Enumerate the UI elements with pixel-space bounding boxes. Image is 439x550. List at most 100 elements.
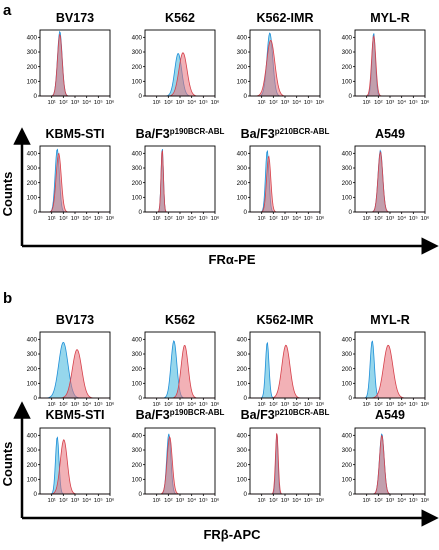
x-tick-label: 10⁶ xyxy=(211,99,220,106)
x-tick-label: 10³ xyxy=(176,402,184,408)
y-tick-label: 100 xyxy=(132,79,143,86)
y-tick-label: 200 xyxy=(237,462,248,469)
plot-title: A549 xyxy=(375,408,405,422)
y-tick-label: 100 xyxy=(27,381,38,388)
x-tick-label: 10¹ xyxy=(257,216,265,222)
x-tick-label: 10¹ xyxy=(257,402,265,408)
histogram-stain xyxy=(145,344,215,399)
x-tick-label: 10¹ xyxy=(362,402,370,408)
x-tick-label: 10⁵ xyxy=(94,215,103,222)
y-tick-label: 300 xyxy=(132,165,143,172)
histogram-control xyxy=(40,436,110,495)
histogram-stain xyxy=(40,152,110,213)
x-tick-label: 10¹ xyxy=(47,498,55,504)
x-tick-label: 10¹ xyxy=(152,216,160,222)
plot-title-sup: p210BCR-ABL xyxy=(275,127,330,136)
x-tick-label: 10³ xyxy=(386,402,394,408)
y-tick-label: 300 xyxy=(342,447,353,454)
histogram-plot: BV173 0 100 200 300 400 10¹ 10² 10³ 10⁴ 10⁵ 10⁶ xyxy=(27,11,115,106)
x-tick-label: 10³ xyxy=(176,100,184,106)
y-tick-label: 200 xyxy=(27,462,38,469)
y-tick-label: 400 xyxy=(132,433,143,440)
y-tick-label: 300 xyxy=(237,351,248,358)
histogram-control xyxy=(250,149,320,213)
y-tick-label: 400 xyxy=(27,151,38,158)
x-tick-label: 10² xyxy=(164,498,172,504)
y-tick-label: 200 xyxy=(27,180,38,187)
plot-title-sup: p190BCR-ABL xyxy=(170,408,225,417)
histogram-stain xyxy=(250,433,320,495)
histogram-control xyxy=(145,433,215,495)
y-tick-label: 200 xyxy=(237,180,248,187)
y-tick-label: 200 xyxy=(132,180,143,187)
x-tick-label: 10⁶ xyxy=(106,497,115,504)
x-tick-label: 10⁶ xyxy=(421,497,430,504)
y-tick-label: 100 xyxy=(342,381,353,388)
y-tick-label: 200 xyxy=(132,462,143,469)
x-tick-label: 10³ xyxy=(176,498,184,504)
y-tick-label: 200 xyxy=(132,366,143,373)
y-tick-label: 0 xyxy=(349,93,353,100)
plot-title-main: Ba/F3 xyxy=(136,408,170,422)
y-tick-label: 0 xyxy=(34,93,38,100)
y-tick-label: 400 xyxy=(342,151,353,158)
y-tick-label: 300 xyxy=(132,447,143,454)
x-tick-label: 10² xyxy=(164,402,172,408)
panel-label-b: b xyxy=(3,290,12,307)
plot-frame xyxy=(354,29,426,97)
x-tick-label: 10² xyxy=(59,100,67,106)
x-tick-label: 10⁵ xyxy=(94,497,103,504)
histogram-plot: K562 0 100 200 300 400 10¹ 10² 10³ 10⁴ 10⁵ 10⁶ xyxy=(132,313,220,408)
histogram-stain xyxy=(355,344,425,399)
y-tick-label: 0 xyxy=(244,93,248,100)
y-tick-label: 100 xyxy=(27,79,38,86)
histogram-control xyxy=(40,148,110,213)
y-tick-label: 400 xyxy=(132,151,143,158)
y-tick-label: 200 xyxy=(27,366,38,373)
y-tick-label: 0 xyxy=(244,209,248,216)
y-tick-label: 0 xyxy=(349,209,353,216)
plot-title: K562-IMR xyxy=(257,313,314,327)
x-tick-label: 10¹ xyxy=(152,498,160,504)
plot-title: Ba/F3p210BCR-ABL xyxy=(241,408,330,422)
x-tick-label: 10⁴ xyxy=(187,401,196,408)
x-tick-label: 10² xyxy=(59,216,67,222)
x-tick-label: 10² xyxy=(374,402,382,408)
x-tick-label: 10⁴ xyxy=(82,215,91,222)
histogram-control xyxy=(355,149,425,213)
y-tick-label: 300 xyxy=(27,447,38,454)
plot-title: KBM5-STI xyxy=(45,408,104,422)
x-tick-label: 10¹ xyxy=(152,100,160,106)
x-tick-label: 10⁶ xyxy=(211,215,220,222)
x-tick-label: 10⁶ xyxy=(106,99,115,106)
x-tick-label: 10⁵ xyxy=(199,497,208,504)
y-tick-label: 0 xyxy=(139,491,143,498)
plot-title: BV173 xyxy=(56,11,94,25)
plot-frame xyxy=(39,29,111,97)
plot-title-sup: p190BCR-ABL xyxy=(170,127,225,136)
x-tick-label: 10⁵ xyxy=(409,215,418,222)
plot-title: MYL-R xyxy=(370,313,410,327)
x-tick-label: 10⁴ xyxy=(397,99,406,106)
plot-title: Ba/F3p190BCR-ABL xyxy=(136,408,225,422)
y-tick-label: 0 xyxy=(139,395,143,402)
y-tick-label: 300 xyxy=(27,165,38,172)
x-tick-label: 10⁴ xyxy=(292,99,301,106)
y-tick-label: 0 xyxy=(349,395,353,402)
y-tick-label: 100 xyxy=(342,195,353,202)
x-tick-label: 10² xyxy=(59,402,67,408)
x-tick-label: 10³ xyxy=(386,100,394,106)
x-tick-label: 10³ xyxy=(281,498,289,504)
y-tick-label: 200 xyxy=(342,180,353,187)
y-tick-label: 400 xyxy=(342,35,353,42)
x-tick-label: 10⁵ xyxy=(94,99,103,106)
plot-title: K562-IMR xyxy=(257,11,314,25)
plot-frame xyxy=(144,427,216,495)
histogram-stain xyxy=(40,438,110,495)
x-tick-label: 10³ xyxy=(386,498,394,504)
